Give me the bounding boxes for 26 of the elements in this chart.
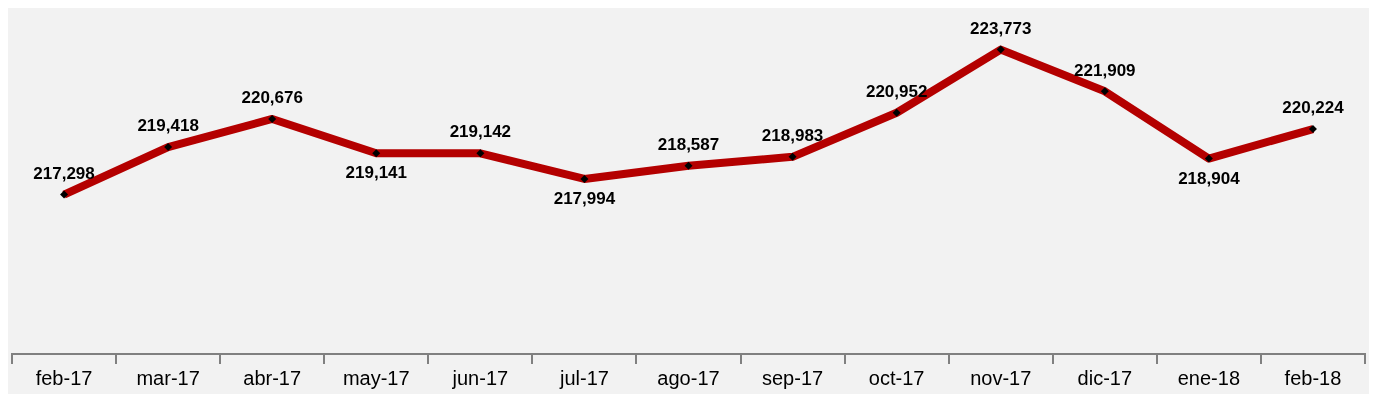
x-tick-label: dic-17 [1077, 366, 1133, 389]
x-tick-label: nov-17 [970, 366, 1032, 389]
x-tick-label: jun-17 [451, 366, 509, 389]
x-tick-label: abr-17 [243, 366, 302, 389]
x-tick-label: feb-18 [1284, 366, 1342, 389]
x-tick-label: ene-18 [1177, 366, 1241, 389]
x-tick-label: ago-17 [657, 366, 720, 389]
data-label: 219,141 [345, 163, 407, 183]
data-label: 217,994 [553, 189, 616, 209]
data-label: 218,587 [657, 134, 720, 154]
x-tick-label: oct-17 [868, 366, 925, 389]
data-label: 218,904 [1178, 168, 1241, 188]
x-tick-label: feb-17 [35, 366, 93, 389]
data-label: 219,418 [137, 116, 199, 136]
data-label: 220,952 [865, 81, 928, 101]
x-tick-label: mar-17 [136, 366, 200, 389]
data-label: 223,773 [970, 18, 1032, 38]
data-label: 219,142 [449, 122, 512, 142]
data-label: 220,676 [241, 88, 303, 108]
data-label: 218,983 [761, 126, 824, 146]
x-tick-label: jul-17 [558, 366, 609, 389]
data-label: 221,909 [1074, 60, 1136, 80]
data-label: 220,224 [1282, 98, 1345, 118]
x-tick-label: may-17 [342, 366, 410, 389]
x-tick-label: sep-17 [762, 366, 824, 389]
data-label: 217,298 [33, 163, 95, 183]
